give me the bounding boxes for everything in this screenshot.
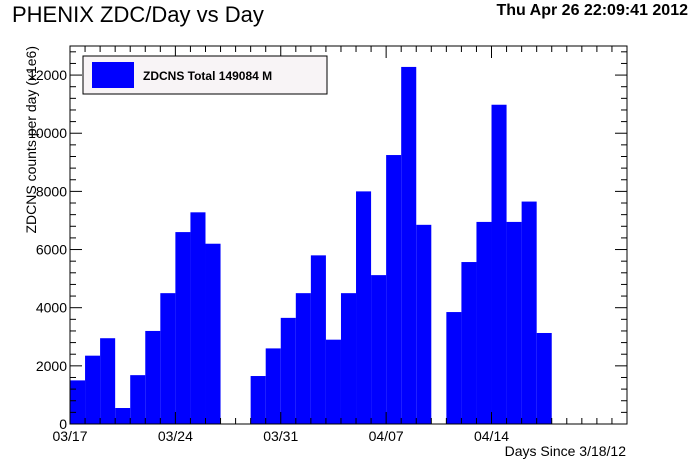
x-tick-label: 03/17	[52, 428, 87, 444]
bar-18	[371, 275, 387, 424]
y-tick-label: 6000	[36, 242, 67, 258]
bar-25	[491, 104, 507, 424]
bar-26	[506, 221, 522, 424]
bar-14	[310, 255, 326, 424]
bar-21	[416, 224, 432, 424]
x-tick-label: 03/31	[263, 428, 298, 444]
y-tick-label: 0	[59, 416, 67, 432]
axes	[69, 45, 628, 425]
x-tick-label: 04/07	[369, 428, 404, 444]
x-tick-label: 03/24	[158, 428, 193, 444]
legend: ZDCNS Total 149084 M	[82, 55, 328, 95]
y-tick-label: 2000	[36, 358, 67, 374]
y-tick-label: 4000	[36, 300, 67, 316]
bar-8	[190, 212, 206, 424]
bar-3	[115, 408, 131, 424]
bar-7	[175, 232, 191, 424]
y-tick-label: 12000	[28, 67, 67, 83]
bar-12	[280, 317, 296, 424]
plot-frame	[69, 45, 628, 425]
bar-20	[401, 66, 417, 424]
chart-title: PHENIX ZDC/Day vs Day	[12, 2, 264, 27]
bar-16	[340, 293, 357, 424]
bar-2	[100, 338, 116, 424]
bar-6	[160, 293, 176, 424]
x-tick-label: 04/14	[474, 428, 509, 444]
bar-19	[386, 155, 402, 425]
bar-4	[130, 375, 146, 424]
y-axis-label: ZDCNS counts per day (x1e6)	[23, 46, 39, 234]
tick-labels: 0 2000 4000 6000 8000 10000 12000 03/17 03/24 03/…	[28, 67, 509, 444]
bar-24	[476, 221, 492, 424]
y-tick-label: 8000	[36, 183, 67, 199]
bar-27	[521, 201, 537, 424]
y-tick-label: 10000	[28, 125, 67, 141]
bar-22	[446, 312, 462, 424]
bar-17	[356, 191, 372, 424]
timestamp: Thu Apr 26 22:09:41 2012	[496, 2, 689, 19]
bar-10	[250, 376, 266, 424]
bar-5	[145, 330, 161, 424]
legend-entry: ZDCNS Total 149084 M	[143, 69, 272, 83]
legend-swatch	[92, 62, 134, 88]
bar-13	[295, 293, 311, 424]
bar-1	[85, 355, 101, 424]
bar-28	[536, 332, 552, 424]
bar-23	[461, 262, 477, 424]
bar-11	[265, 348, 281, 424]
bar-series	[70, 66, 552, 425]
bar-9	[205, 243, 221, 424]
bar-0	[70, 380, 86, 424]
x-axis-label: Days Since 3/18/12	[505, 443, 627, 459]
bar-15	[325, 339, 341, 424]
